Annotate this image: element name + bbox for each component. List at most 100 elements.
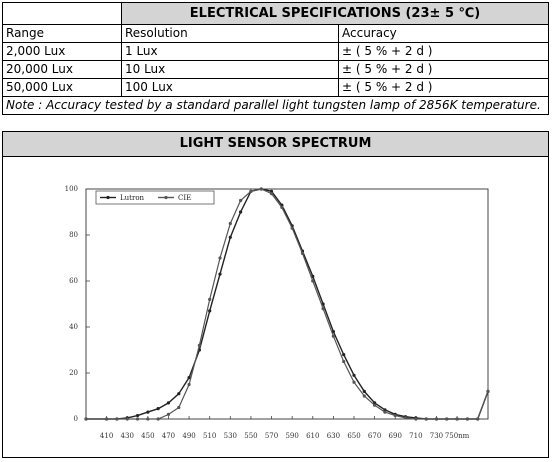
table-row: 20,000 Lux 10 Lux ± ( 5 % + 2 d ) — [2, 60, 549, 79]
data-point-cie — [331, 334, 335, 338]
data-point-lutron — [156, 407, 160, 411]
data-point-lutron — [352, 373, 356, 377]
x-tick-label: 730 — [430, 432, 443, 440]
data-point-cie — [445, 417, 449, 421]
x-tick-label: 710 — [409, 432, 422, 440]
data-point-cie — [280, 205, 284, 209]
data-point-cie — [362, 394, 366, 398]
table-row: 2,000 Lux 1 Lux ± ( 5 % + 2 d ) — [2, 42, 549, 61]
data-point-cie — [455, 417, 459, 421]
data-point-lutron — [208, 309, 212, 313]
data-point-cie — [424, 417, 428, 421]
y-tick-label: 100 — [65, 185, 78, 193]
data-point-lutron — [218, 272, 222, 276]
x-tick-label: 590 — [285, 432, 298, 440]
data-point-lutron — [362, 389, 366, 393]
table-row: 50,000 Lux 100 Lux ± ( 5 % + 2 d ) — [2, 78, 549, 97]
data-point-lutron — [166, 401, 171, 405]
resolution-cell: 100 Lux — [121, 78, 339, 97]
data-point-cie — [208, 297, 212, 301]
spectrum-title: LIGHT SENSOR SPECTRUM — [3, 132, 548, 157]
y-tick-label: 20 — [69, 369, 78, 377]
legend-marker — [164, 195, 168, 200]
spec-table-title: ELECTRICAL SPECIFICATIONS (23± 5 ℃) — [121, 2, 549, 25]
x-tick-label: 550 — [244, 432, 257, 440]
accuracy-cell: ± ( 5 % + 2 d ) — [338, 42, 549, 61]
data-point-cie — [218, 256, 222, 260]
data-point-cie — [187, 382, 191, 387]
data-point-lutron — [135, 413, 140, 418]
x-tick-label: 510 — [203, 432, 216, 440]
data-point-lutron — [239, 210, 243, 214]
data-point-cie — [403, 416, 408, 420]
x-tick-label: 650 — [347, 432, 360, 440]
accuracy-cell: ± ( 5 % + 2 d ) — [338, 78, 549, 97]
data-point-cie — [177, 405, 181, 410]
header-range: Range — [2, 24, 122, 43]
data-point-cie — [84, 417, 88, 421]
legend-label: CIE — [178, 194, 191, 202]
x-tick-label: 570 — [265, 432, 278, 440]
legend-label: Lutron — [120, 194, 145, 202]
data-point-lutron — [187, 376, 191, 380]
x-tick-label: 530 — [224, 432, 237, 440]
data-point-cie — [115, 417, 119, 421]
x-tick-label: 690 — [389, 432, 402, 440]
data-point-cie — [269, 192, 274, 196]
data-point-cie — [239, 198, 243, 203]
data-point-cie — [476, 417, 480, 421]
data-point-cie — [146, 417, 150, 421]
data-point-cie — [393, 413, 397, 418]
accuracy-note: Note : Accuracy tested by a standard par… — [2, 96, 549, 115]
data-point-cie — [434, 417, 439, 421]
data-point-cie — [290, 226, 294, 230]
data-point-cie — [249, 189, 253, 193]
data-point-cie — [373, 403, 377, 407]
range-cell: 2,000 Lux — [2, 42, 122, 61]
header-accuracy: Accuracy — [338, 24, 549, 43]
data-point-lutron — [177, 392, 181, 396]
x-tick-label: 630 — [327, 432, 340, 440]
x-tick-label: 610 — [306, 432, 319, 440]
x-tick-label: 450 — [141, 432, 154, 440]
range-cell: 20,000 Lux — [2, 60, 122, 79]
data-point-cie — [311, 279, 315, 283]
electrical-specifications-table: ELECTRICAL SPECIFICATIONS (23± 5 ℃) Rang… — [2, 2, 549, 115]
y-tick-label: 40 — [69, 323, 78, 331]
resolution-cell: 10 Lux — [121, 60, 339, 79]
data-point-cie — [197, 343, 201, 347]
data-point-cie — [465, 417, 469, 421]
x-tick-label: 490 — [182, 432, 195, 440]
data-point-cie — [166, 412, 171, 416]
data-point-lutron — [228, 235, 232, 239]
range-cell: 50,000 Lux — [2, 78, 122, 97]
legend-box — [95, 190, 215, 205]
plot-frame — [85, 188, 489, 420]
light-sensor-spectrum-panel: LIGHT SENSOR SPECTRUM 0 20 40 60 80 100 410 430… — [2, 131, 549, 458]
data-point-lutron — [383, 408, 387, 412]
data-point-cie — [383, 410, 387, 414]
data-point-cie — [125, 417, 129, 421]
data-point-cie — [321, 307, 325, 311]
series-line-cie — [86, 188, 489, 420]
y-tick-label: 80 — [69, 231, 78, 239]
header-resolution: Resolution — [121, 24, 339, 43]
x-tick-label: 470 — [162, 432, 175, 440]
data-point-cie — [486, 389, 490, 393]
data-point-lutron — [342, 353, 346, 357]
y-tick-label: 60 — [69, 277, 78, 285]
data-point-cie — [228, 221, 232, 226]
spectrum-chart: 0 20 40 60 80 100 410 430 450 470 490 510 530 550 570 5… — [65, 185, 490, 440]
data-point-cie — [300, 251, 305, 255]
data-point-cie — [342, 359, 346, 364]
data-point-cie — [156, 417, 160, 421]
data-point-cie — [259, 187, 263, 191]
y-tick-label: 0 — [74, 415, 78, 423]
data-point-cie — [135, 417, 140, 421]
data-point-lutron — [146, 410, 150, 414]
data-point-lutron — [269, 189, 274, 193]
legend-marker — [106, 195, 110, 200]
x-tick-label: 750nm — [445, 432, 470, 440]
data-point-cie — [352, 380, 356, 384]
title-spacer — [2, 2, 122, 25]
